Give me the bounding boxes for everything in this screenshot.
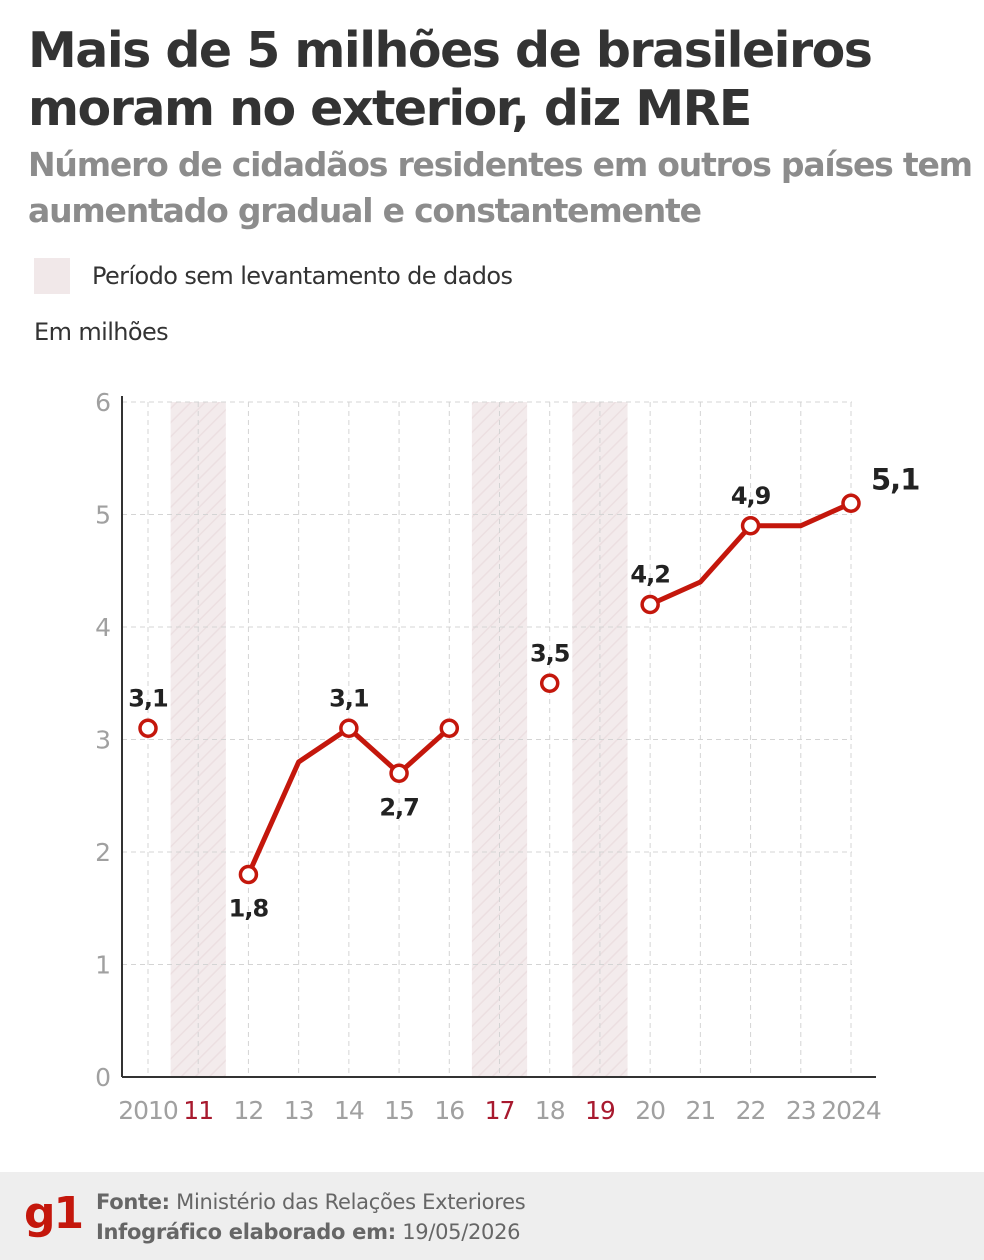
data-point-2024 (841, 493, 861, 513)
data-label-14: 3,1 (329, 684, 369, 712)
legend-label: Período sem levantamento de dados (92, 262, 513, 290)
data-label-2010: 3,1 (128, 684, 168, 712)
legend: Período sem levantamento de dados (34, 258, 513, 294)
g1-logo: g1 (24, 1188, 84, 1239)
data-point-16 (439, 718, 460, 738)
y-tick-label: 2 (95, 838, 111, 867)
data-point-14 (339, 718, 359, 738)
y-tick-label: 1 (95, 951, 111, 980)
y-unit-label: Em milhões (34, 318, 169, 346)
data-label-20: 4,2 (630, 561, 670, 589)
x-tick-label-16: 16 (434, 1096, 464, 1125)
x-tick-label-22: 22 (736, 1096, 766, 1125)
page-subtitle: Número de cidadãos residentes em outros … (28, 145, 973, 230)
data-label-12: 1,8 (229, 895, 269, 923)
y-tick-label: 0 (95, 1063, 111, 1092)
data-label-15: 2,7 (379, 793, 419, 821)
page-title: Mais de 5 milhões de brasileiros moram n… (28, 22, 873, 137)
x-tick-label-12: 12 (234, 1096, 264, 1125)
x-tick-label-19: 19 (585, 1096, 615, 1125)
y-tick-label: 6 (95, 388, 111, 417)
x-tick-label-21: 21 (685, 1096, 715, 1125)
footer: g1 Fonte: Ministério das Relações Exteri… (0, 1172, 984, 1260)
x-tick-label-2024: 2024 (821, 1096, 881, 1125)
data-label-22: 4,9 (731, 482, 771, 510)
y-tick-label: 3 (95, 726, 111, 755)
made-line: Infográfico elaborado em: 19/05/2026 (96, 1220, 521, 1244)
x-tick-label-15: 15 (384, 1096, 414, 1125)
data-point-15 (389, 763, 409, 783)
x-tick-label-11: 11 (183, 1096, 213, 1125)
x-tick-label-2010: 2010 (118, 1096, 178, 1125)
made-value: 19/05/2026 (402, 1220, 521, 1244)
source-label: Fonte: (96, 1190, 170, 1214)
data-point-20 (640, 594, 660, 615)
data-point-2010 (138, 718, 158, 738)
data-label-2024: 5,1 (871, 462, 919, 496)
data-point-12 (238, 864, 259, 885)
legend-swatch-no-data (34, 258, 70, 294)
x-tick-label-14: 14 (334, 1096, 364, 1125)
data-point-22 (740, 516, 761, 536)
data-label-18: 3,5 (530, 639, 570, 667)
data-point-18 (539, 673, 560, 693)
source-value: Ministério das Relações Exteriores (176, 1190, 526, 1214)
x-tick-label-23: 23 (786, 1096, 816, 1125)
made-label: Infográfico elaborado em: (96, 1220, 396, 1244)
source-line: Fonte: Ministério das Relações Exteriore… (96, 1190, 526, 1214)
x-tick-label-20: 20 (635, 1096, 665, 1125)
line-chart: 3,11,83,12,73,54,24,9 5,1 2010 11 12 13 14 15 1… (95, 388, 920, 1125)
x-tick-label-13: 13 (284, 1096, 314, 1125)
x-tick-label-18: 18 (535, 1096, 565, 1125)
y-tick-label: 4 (95, 613, 111, 642)
y-tick-label: 5 (95, 501, 111, 530)
x-tick-label-17: 17 (485, 1096, 515, 1125)
